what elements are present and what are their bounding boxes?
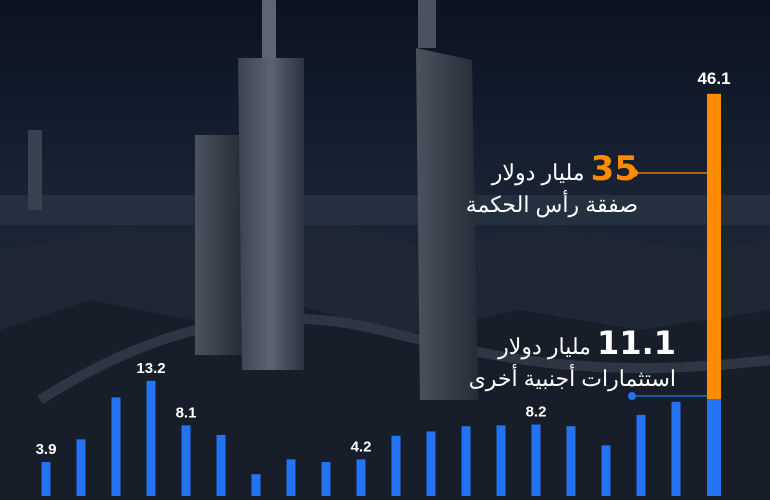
- last-bar-segment-1: [707, 93, 721, 400]
- bar-0: [41, 461, 51, 496]
- bar-8: [321, 461, 331, 496]
- bar-11: [426, 431, 436, 496]
- bar-9: [356, 459, 366, 496]
- orange-connector-dot: [630, 169, 638, 177]
- last-bar-total-label: 46.1: [697, 69, 730, 88]
- bar-6: [251, 474, 261, 496]
- orange-value: 35: [590, 149, 638, 189]
- bar-16: [601, 445, 611, 496]
- bar-1: [76, 439, 86, 496]
- blue-connector-dot: [628, 392, 636, 400]
- bar-label-4: 8.1: [176, 404, 197, 421]
- bar-17: [636, 414, 646, 496]
- orange-label: صفقة رأس الحكمة: [465, 192, 638, 217]
- bar-10: [391, 435, 401, 496]
- orange-annotation: 35 مليار دولار صفقة رأس الحكمة: [466, 152, 638, 220]
- bar-14: [531, 424, 541, 496]
- bar-4: [181, 425, 191, 496]
- bar-label-9: 4.2: [351, 438, 372, 455]
- bar-13: [496, 425, 506, 496]
- bar-label-0: 3.9: [36, 441, 57, 458]
- data-labels-layer: 3.9 13.2 8.1 4.2 8.2 46.1: [36, 69, 731, 458]
- bar-18: [671, 401, 681, 496]
- blue-annotation: 11.1 مليار دولار استثمارات أجنبية أخرى: [469, 326, 676, 394]
- bars-layer: [41, 93, 721, 496]
- callouts-layer: [628, 169, 707, 400]
- blue-value: 11.1: [597, 324, 676, 362]
- bar-5: [216, 434, 226, 496]
- blue-unit: مليار دولار: [498, 334, 591, 359]
- bar-7: [286, 459, 296, 496]
- bar-3: [146, 380, 156, 496]
- bar-2: [111, 397, 121, 496]
- bar-12: [461, 426, 471, 496]
- last-bar-segment-0: [707, 399, 721, 496]
- blue-label: استثمارات أجنبية أخرى: [468, 366, 676, 391]
- bar-label-14: 8.2: [526, 403, 547, 420]
- bar-15: [566, 426, 576, 496]
- bar-label-3: 13.2: [136, 360, 165, 377]
- orange-unit: مليار دولار: [491, 160, 585, 185]
